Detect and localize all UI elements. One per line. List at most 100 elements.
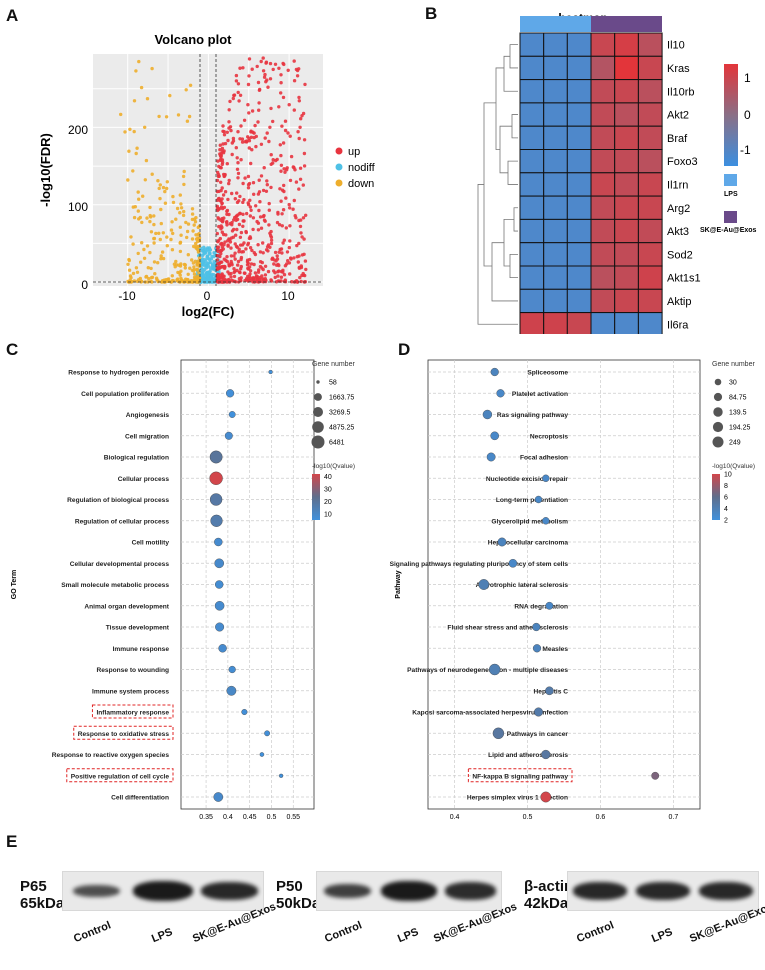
- bubble-point: [228, 665, 236, 674]
- volcano-point-up: [233, 251, 237, 255]
- bubble-term-label: Glycerolipid metabolism: [491, 518, 568, 525]
- volcano-point-nodiff: [208, 260, 212, 265]
- volcano-point-nodiff: [202, 277, 206, 281]
- volcano-point-up: [249, 161, 253, 166]
- volcano-point-up: [247, 146, 251, 150]
- volcano-point-up: [241, 181, 245, 186]
- volcano-point-up: [222, 133, 227, 137]
- volcano-point-up: [241, 219, 245, 223]
- volcano-point-nodiff: [208, 277, 212, 282]
- volcano-ytick: 0: [81, 278, 88, 292]
- volcano-point-down: [161, 185, 166, 190]
- volcano-point-up: [288, 239, 292, 243]
- blot-lane-label: Control: [323, 919, 364, 946]
- volcano-point-down: [197, 224, 202, 228]
- heatmap-cell: [519, 149, 545, 174]
- volcano-point-up: [257, 88, 262, 93]
- heatmap-cell: [614, 102, 639, 127]
- volcano-point-down: [192, 244, 196, 249]
- volcano-point-nodiff: [203, 267, 207, 272]
- volcano-point-up: [229, 254, 234, 258]
- volcano-point-up: [297, 136, 301, 141]
- volcano-point-up: [220, 201, 224, 206]
- volcano-point-up: [249, 262, 254, 266]
- volcano-point-up: [277, 223, 282, 227]
- volcano-xtick: 10: [281, 289, 295, 303]
- volcano-point-up: [221, 151, 226, 155]
- volcano-point-up: [220, 197, 224, 201]
- volcano-point-up: [245, 211, 249, 216]
- volcano-point-down: [182, 182, 186, 187]
- legend-dot-up: [335, 147, 343, 155]
- volcano-point-down: [126, 262, 130, 266]
- volcano-point-up: [275, 220, 280, 225]
- heatmap-gene-label: Arg2: [667, 203, 690, 215]
- heatmap-cell: [566, 149, 592, 174]
- volcano-point-up: [219, 265, 223, 269]
- heatmap-cell: [590, 125, 616, 150]
- volcano-point-up: [294, 180, 299, 184]
- volcano-point-down: [178, 211, 182, 215]
- volcano-point-up: [223, 173, 227, 178]
- volcano-point-up: [267, 223, 271, 227]
- volcano-point-down: [181, 213, 186, 218]
- heatmap-cell: [566, 312, 592, 334]
- volcano-point-up: [298, 177, 303, 181]
- blot-band: [324, 883, 371, 899]
- volcano-point-up: [217, 279, 222, 284]
- volcano-point-down: [184, 220, 188, 225]
- blot-lane-label: LPS: [395, 925, 420, 946]
- volcano-point-up: [246, 241, 251, 245]
- volcano-point-up: [229, 128, 233, 133]
- volcano-point-up: [250, 109, 255, 113]
- volcano-point-up: [258, 200, 262, 204]
- volcano-point-up: [247, 74, 251, 78]
- volcano-point-down: [194, 233, 198, 237]
- volcano-point-up: [301, 111, 306, 116]
- volcano-point-down: [192, 272, 197, 276]
- bubble-xtick: 0.6: [596, 814, 606, 821]
- volcano-point-up: [296, 130, 300, 134]
- volcano-point-up: [297, 266, 302, 270]
- volcano-point-up: [230, 152, 234, 157]
- volcano-xtick: -10: [118, 289, 136, 303]
- volcano-point-up: [250, 148, 254, 152]
- color-legend-bar: [712, 474, 720, 520]
- heatmap-cell: [566, 195, 592, 220]
- heatmap-cell: [543, 32, 568, 57]
- volcano-point-up: [274, 280, 279, 284]
- volcano-point-up: [215, 262, 220, 266]
- blot-protein-name: P50: [276, 878, 303, 895]
- volcano-point-up: [279, 269, 284, 274]
- volcano-point-up: [258, 279, 263, 284]
- volcano-point-up: [266, 243, 271, 247]
- volcano-point-down: [146, 266, 150, 270]
- volcano-point-up: [282, 167, 286, 171]
- blot-membrane: [567, 871, 759, 911]
- volcano-point-up: [227, 120, 231, 124]
- volcano-title: Volcano plot: [154, 32, 232, 47]
- legend-dot-down: [335, 179, 343, 187]
- heatmap-cell: [543, 172, 568, 197]
- bubble-term-label: Focal adhesion: [520, 455, 568, 462]
- volcano-point-down: [123, 130, 127, 134]
- volcano-point-up: [238, 93, 243, 98]
- volcano-point-up: [222, 266, 227, 270]
- volcano-point-up: [227, 262, 231, 266]
- volcano-point-up: [265, 183, 269, 187]
- volcano-point-up: [267, 139, 271, 144]
- volcano-point-up: [236, 90, 240, 95]
- volcano-point-down: [157, 231, 161, 235]
- heatmap-cell: [637, 32, 663, 57]
- volcano-point-down: [188, 266, 192, 270]
- volcano-point-down: [160, 250, 165, 254]
- heatmap-cell: [543, 265, 568, 290]
- blot-band: [572, 882, 627, 900]
- volcano-point-up: [242, 271, 247, 275]
- legend-dot-nodiff: [335, 163, 343, 171]
- bubble-xlabel: Gene Ratio: [544, 825, 584, 826]
- volcano-point-down: [142, 247, 146, 252]
- bubble-point: [264, 730, 270, 737]
- volcano-point-down: [188, 83, 193, 87]
- volcano-point-down: [196, 249, 201, 253]
